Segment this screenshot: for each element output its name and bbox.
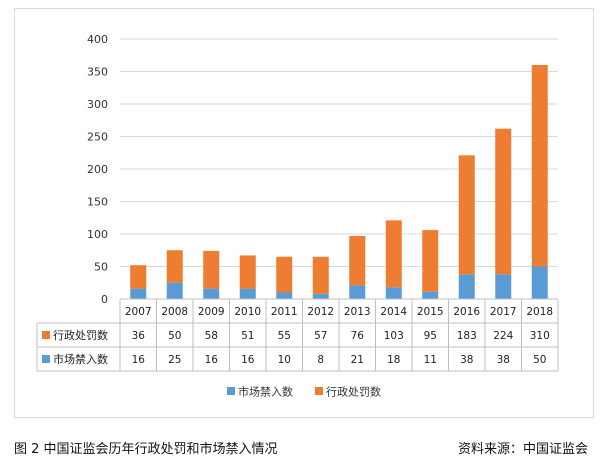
data-label: 76 <box>351 330 365 342</box>
data-label: 103 <box>384 330 404 342</box>
bar-market-ban-2008 <box>166 282 183 299</box>
bar-admin-penalty-2013 <box>349 235 366 286</box>
data-label: 16 <box>132 354 146 366</box>
data-label: 38 <box>460 354 473 366</box>
bar-market-ban-2010 <box>239 288 256 299</box>
x-tick-label: 2015 <box>417 306 444 318</box>
bar-admin-penalty-2018 <box>531 65 548 267</box>
data-label: 18 <box>387 354 400 366</box>
y-tick-label: 350 <box>87 66 108 79</box>
x-tick-label: 2008 <box>161 306 188 318</box>
bar-market-ban-2011 <box>276 292 293 299</box>
legend-admin-penalty-label: 行政处罚数 <box>326 385 381 399</box>
x-tick-label: 2013 <box>344 306 371 318</box>
caption-title: 图 2 中国证监会历年行政处罚和市场禁入情况 <box>14 442 278 457</box>
y-axis-ticks: 0 50 100 150 200 250 300 350 400 <box>87 33 108 306</box>
bar-market-ban-2009 <box>203 288 220 299</box>
bar-market-ban-2012 <box>312 293 329 299</box>
data-table: 2007 2008 2009 2010 2011 2012 2013 2014 2015 2016… <box>36 298 559 372</box>
y-tick-label: 50 <box>94 261 108 274</box>
bars <box>130 65 548 299</box>
data-label: 25 <box>168 354 181 366</box>
chart: 0 50 100 150 200 250 300 350 400 2007 2008 2009 201… <box>36 33 559 399</box>
data-label: 16 <box>205 354 219 366</box>
table-legend-key-market-ban <box>42 355 50 363</box>
bar-market-ban-2014 <box>385 287 402 299</box>
data-label: 16 <box>241 354 255 366</box>
data-label: 51 <box>241 330 254 342</box>
bar-market-ban-2013 <box>349 285 366 299</box>
data-label: 310 <box>530 330 550 342</box>
data-label: 21 <box>351 354 364 366</box>
data-label: 10 <box>278 354 291 366</box>
y-tick-label: 150 <box>87 196 108 209</box>
table-row-label: 市场禁入数 <box>53 352 108 366</box>
x-tick-label: 2007 <box>125 306 152 318</box>
bar-market-ban-2018 <box>531 266 548 299</box>
bar-admin-penalty-2009 <box>203 250 220 289</box>
data-label: 183 <box>457 330 477 342</box>
data-label: 95 <box>424 330 437 342</box>
x-tick-label: 2012 <box>307 306 334 318</box>
legend-admin-penalty-swatch <box>315 387 323 395</box>
figure-caption: 图 2 中国证监会历年行政处罚和市场禁入情况 资料来源：中国证监会 <box>14 438 594 460</box>
bar-admin-penalty-2007 <box>130 265 147 289</box>
caption-source: 资料来源：中国证监会 <box>457 442 588 457</box>
legend: 市场禁入数 行政处罚数 <box>227 385 381 399</box>
chart-frame: 0 50 100 150 200 250 300 350 400 2007 2008 2009 201… <box>14 8 594 418</box>
table-row-label: 行政处罚数 <box>53 328 108 342</box>
x-tick-label: 2014 <box>380 306 407 318</box>
table-legend-key-admin-penalty <box>42 331 50 339</box>
bar-admin-penalty-2016 <box>458 155 475 275</box>
legend-market-ban-swatch <box>227 387 235 395</box>
y-tick-label: 300 <box>87 98 108 111</box>
bar-market-ban-2016 <box>458 274 475 299</box>
x-tick-label: 2009 <box>198 306 225 318</box>
y-tick-label: 200 <box>87 163 108 176</box>
x-tick-label: 2016 <box>453 306 480 318</box>
data-label: 224 <box>493 330 513 342</box>
data-label: 55 <box>278 330 291 342</box>
bar-market-ban-2007 <box>130 288 147 299</box>
data-label: 50 <box>533 354 546 366</box>
x-tick-label: 2010 <box>234 306 261 318</box>
bar-admin-penalty-2017 <box>495 128 512 275</box>
legend-market-ban-label: 市场禁入数 <box>238 385 293 399</box>
x-tick-label: 2018 <box>526 306 553 318</box>
data-label: 38 <box>497 354 510 366</box>
data-label: 8 <box>317 354 324 366</box>
bar-market-ban-2015 <box>422 291 439 299</box>
y-tick-label: 400 <box>87 33 108 46</box>
y-tick-label: 100 <box>87 228 108 241</box>
y-tick-label: 0 <box>101 293 108 306</box>
data-label: 58 <box>205 330 218 342</box>
data-label: 36 <box>132 330 146 342</box>
y-tick-label: 250 <box>87 131 108 144</box>
bar-admin-penalty-2008 <box>166 250 183 283</box>
data-label: 57 <box>314 330 327 342</box>
bar-admin-penalty-2011 <box>276 256 293 293</box>
data-label: 50 <box>168 330 181 342</box>
x-tick-label: 2011 <box>271 306 298 318</box>
bar-admin-penalty-2014 <box>385 220 402 288</box>
data-label: 11 <box>424 354 437 366</box>
bar-admin-penalty-2015 <box>422 230 439 292</box>
x-tick-label: 2017 <box>490 306 517 318</box>
bar-market-ban-2017 <box>495 274 512 299</box>
bar-admin-penalty-2010 <box>239 255 256 289</box>
bar-admin-penalty-2012 <box>312 256 329 294</box>
gridlines <box>120 38 558 300</box>
